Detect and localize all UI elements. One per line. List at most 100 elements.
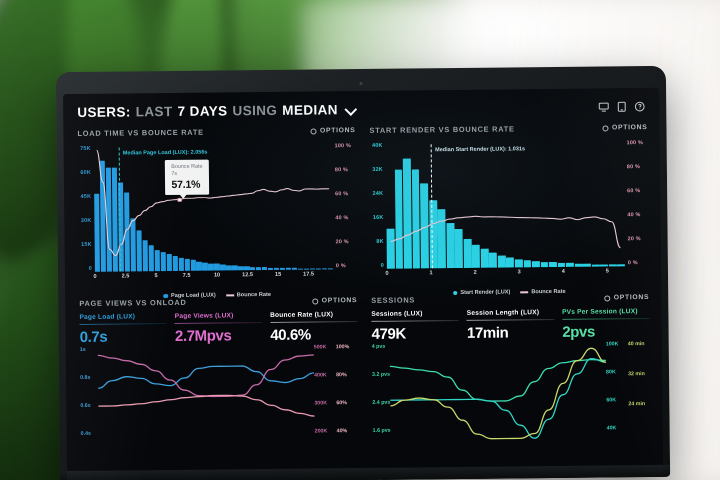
axis-tick: 0 %	[627, 260, 638, 267]
kpi-divider	[466, 319, 555, 321]
laptop-device: USERS: LAST 7 DAYS USING MEDIAN	[55, 65, 671, 480]
mobile-icon[interactable]	[616, 101, 627, 112]
axis-tick: 300K	[314, 400, 328, 407]
line-path	[98, 365, 314, 388]
axis-tick: 80 %	[334, 167, 349, 174]
tooltip-sub: 7s	[171, 170, 178, 177]
panel-title: SESSIONS	[371, 295, 416, 305]
axis-tick: 40K	[606, 425, 617, 432]
line-path	[98, 394, 314, 418]
axis-tick: 24 min	[628, 401, 646, 408]
axis-tick: 0	[380, 262, 384, 269]
axis-tick: 40 %	[627, 212, 641, 219]
axis-tick: 2	[473, 269, 477, 276]
kpi-card[interactable]: Session Length (LUX) 17min	[467, 309, 555, 342]
plot-area	[390, 343, 607, 439]
kpi-divider	[79, 323, 167, 325]
axis-tick: 8K	[376, 238, 384, 245]
panel-page-views-vs-onload: PAGE VIEWS VS ONLOAD OPTIONS Page Load (…	[75, 291, 361, 443]
axis-tick: 40%	[336, 428, 348, 435]
legend-label: Start Render (LUX)	[460, 289, 511, 296]
line-series	[98, 347, 315, 443]
kpi-card[interactable]: Bounce Rate (LUX) 40.6%	[270, 311, 358, 344]
kpi-value: 40.6%	[270, 326, 311, 344]
y-axis-right: 100% 80% 60% 40%	[336, 344, 361, 434]
axis-tick: 12.5	[242, 272, 254, 279]
axis-tick: 1.6 pvs	[372, 427, 391, 434]
dashboard-header: USERS: LAST 7 DAYS USING MEDIAN	[63, 88, 659, 124]
axis-tick: 2.5	[121, 273, 130, 280]
axis-tick: 60%	[336, 400, 347, 407]
y-axis-right: 100 % 80 % 60 % 40 % 20 % 0 %	[624, 140, 651, 266]
kpi-label: Page Load (LUX)	[79, 313, 136, 321]
kpi-value: 2.7Mpvs	[174, 327, 232, 345]
laptop-screen: USERS: LAST 7 DAYS USING MEDIAN	[63, 87, 664, 480]
webcam-icon	[359, 81, 363, 86]
line-path	[390, 359, 607, 440]
axis-tick: 30K	[80, 217, 92, 224]
header-icon-group	[598, 101, 645, 112]
axis-tick: 3	[517, 269, 521, 276]
chart-page-views-vs-onload[interactable]: 1s 0.8s 0.6s 0.4s 500K 400K 300K 200K 100% 80% 6…	[76, 344, 361, 443]
legend-item[interactable]: Start Render (LUX)	[452, 289, 511, 296]
kpi-divider	[270, 321, 358, 323]
axis-tick: 0.4s	[80, 430, 91, 437]
chart-sessions[interactable]: 4 pvs 3.2 pvs 2.4 pvs 1.6 pvs 100K 80K 60K 40K…	[368, 341, 653, 440]
line-path	[98, 353, 314, 398]
kpi-card[interactable]: Page Views (LUX) 2.7Mpvs	[175, 312, 263, 345]
line-series	[390, 343, 607, 439]
axis-tick: 20 %	[627, 236, 641, 243]
options-button[interactable]: OPTIONS	[601, 124, 648, 132]
legend-marker	[225, 294, 234, 297]
plot-area: Median Page Load (LUX): 2.056s Bounce Ra…	[94, 145, 334, 272]
axis-tick: 15K	[81, 241, 92, 248]
axis-tick: 60 %	[627, 188, 641, 195]
plot-area: Median Start Render (LUX): 1.031s	[386, 142, 626, 269]
legend-marker	[520, 291, 529, 294]
options-button[interactable]: OPTIONS	[309, 127, 356, 134]
kpi-value: 17min	[466, 324, 509, 342]
options-button[interactable]: OPTIONS	[311, 297, 357, 304]
axis-tick: 0	[385, 270, 389, 277]
panel-start-render-vs-bounce-rate: START RENDER VS BOUNCE RATE OPTIONS 40K 3…	[365, 118, 652, 296]
kpi-value: 0.7s	[79, 328, 108, 346]
y-axis-left: 40K 32K 24K 16K 8K 0	[366, 143, 387, 269]
title-metric: MEDIAN	[282, 102, 338, 118]
title-last: LAST	[135, 103, 173, 120]
kpi-card[interactable]: PVs Per Session (LUX) 2pvs	[562, 308, 650, 341]
legend-marker	[163, 293, 169, 299]
tooltip-value: 57.1%	[171, 178, 201, 192]
axis-tick: 17.5	[303, 271, 315, 278]
legend-item[interactable]: Page Load (LUX)	[163, 293, 216, 300]
axis-tick: 3.2 pvs	[372, 371, 391, 378]
axis-tick: 7.5	[182, 272, 191, 279]
tooltip: Bounce Rate 7s 57.1%	[165, 159, 209, 196]
kpi-card[interactable]: Page Load (LUX) 0.7s	[79, 313, 167, 346]
options-label: OPTIONS	[611, 124, 648, 132]
options-button[interactable]: OPTIONS	[603, 294, 650, 302]
tooltip-title: Bounce Rate	[171, 163, 203, 170]
kpi-divider	[371, 319, 459, 322]
options-label: OPTIONS	[613, 294, 650, 302]
legend-item[interactable]: Bounce Rate	[225, 292, 271, 298]
legend-item[interactable]: Bounce Rate	[520, 289, 566, 295]
chart-start-render-vs-bounce-rate[interactable]: 40K 32K 24K 16K 8K 0 100 % 80 % 60 % 40 % 20 % 0 %…	[366, 136, 652, 296]
y-axis-left: 1s 0.8s 0.6s 0.4s	[76, 347, 99, 437]
chart-load-time-vs-bounce-rate[interactable]: 75K 60K 45K 30K 15K 0 100 % 80 % 60 % 40 % 20 % 0 …	[74, 139, 360, 299]
chevron-down-icon[interactable]	[345, 104, 356, 115]
line-series	[94, 145, 333, 271]
kpi-value: 2pvs	[562, 323, 595, 341]
y-axis-left: 4 pvs 3.2 pvs 2.4 pvs 1.6 pvs	[368, 344, 391, 434]
axis-tick: 80 %	[626, 164, 641, 171]
axis-tick: 32K	[372, 166, 383, 173]
axis-tick: 75K	[80, 145, 91, 152]
desktop-icon[interactable]	[598, 101, 609, 112]
page-title[interactable]: USERS: LAST 7 DAYS USING MEDIAN	[77, 102, 356, 120]
help-icon[interactable]	[634, 101, 645, 112]
axis-tick: 60 %	[335, 191, 349, 198]
panel-header: LOAD TIME VS BOUNCE RATE OPTIONS	[73, 123, 357, 140]
y-axis-right: 100 % 80 % 60 % 40 % 20 % 0 %	[332, 143, 359, 269]
axis-tick: 24K	[372, 190, 384, 197]
axis-tick: 32 min	[628, 371, 645, 378]
kpi-card[interactable]: Sessions (LUX) 479K	[371, 310, 459, 343]
